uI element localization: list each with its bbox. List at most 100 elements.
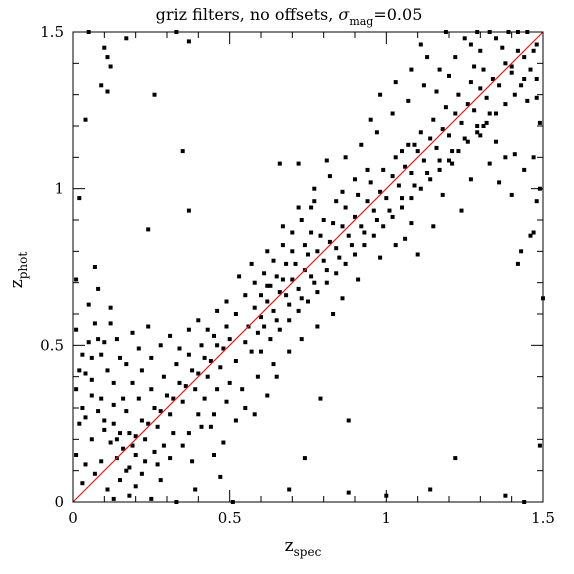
data-point [77,421,82,426]
data-point [475,124,480,128]
data-point [390,111,395,116]
data-point [456,149,461,154]
data-point [478,133,483,138]
data-point [437,158,442,163]
chart-title: griz filters, no offsets, σmag=0.05 [156,5,423,28]
data-point [349,243,354,248]
data-point [287,318,292,323]
data-point [92,265,97,269]
data-point [96,286,101,291]
data-point [268,337,273,342]
data-point [497,83,502,88]
data-point [484,120,489,125]
data-point [208,359,213,363]
data-point [415,149,420,154]
data-point [468,177,473,182]
data-point [252,412,257,417]
data-point [124,36,129,41]
data-point [74,327,79,332]
data-point [146,421,151,426]
data-point [468,80,473,85]
data-point [114,437,119,442]
data-point [268,283,273,288]
y-tick-label-0.5: 0.5 [40,336,64,354]
data-point [77,368,82,373]
data-point [465,139,470,144]
data-point [274,318,279,323]
data-point [443,105,448,110]
data-point [528,67,533,72]
data-point [409,171,414,175]
data-point [453,456,458,461]
data-point [522,55,527,60]
data-point [324,280,329,285]
data-point [371,208,376,213]
data-point [221,346,226,351]
data-point [83,117,88,122]
data-point [299,337,304,342]
data-point [215,343,220,348]
data-point [237,274,242,279]
data-point [74,277,79,282]
data-point [534,95,539,100]
data-point [503,493,508,498]
data-point [400,149,404,154]
data-point [186,431,191,436]
data-point [146,227,151,232]
data-point [89,355,94,360]
data-point [136,346,141,351]
data-point [306,299,310,304]
data-point [155,462,160,467]
data-point [233,312,238,316]
data-point [89,393,94,398]
data-point [92,471,97,476]
data-point [124,468,129,473]
data-point [158,478,163,483]
data-point [124,409,129,414]
data-point [409,221,414,226]
data-point [447,73,451,78]
data-point [412,142,417,147]
data-point [196,318,201,323]
data-point [149,496,154,501]
data-point [158,343,163,348]
data-point [196,412,201,417]
data-point [418,186,423,191]
data-point [265,283,270,288]
data-point [431,224,436,229]
data-point [149,387,154,392]
data-point [528,233,533,238]
data-point [127,431,132,436]
data-point [165,393,169,398]
data-point [306,252,310,257]
data-point [174,500,179,504]
data-point [202,355,207,360]
data-point [139,471,144,476]
data-point [108,305,113,310]
data-point [428,177,433,182]
data-point [227,380,232,385]
data-point [233,418,238,423]
data-point [415,252,420,257]
data-point [428,136,433,141]
data-point [487,111,492,116]
data-point [92,321,97,326]
data-point [149,355,154,360]
data-point [83,462,88,467]
data-point [393,155,398,160]
data-point [111,380,116,385]
data-point [321,258,326,263]
data-point [80,352,85,357]
data-point [368,180,373,185]
data-point [299,296,304,301]
data-point [381,224,386,229]
data-point [99,352,104,357]
x-tick-label-1: 1 [382,509,392,527]
data-point [186,352,191,357]
data-point [509,192,514,197]
data-point [447,158,451,163]
data-point [86,302,91,307]
data-point [136,396,141,401]
data-point [252,305,257,310]
data-point [212,412,216,417]
